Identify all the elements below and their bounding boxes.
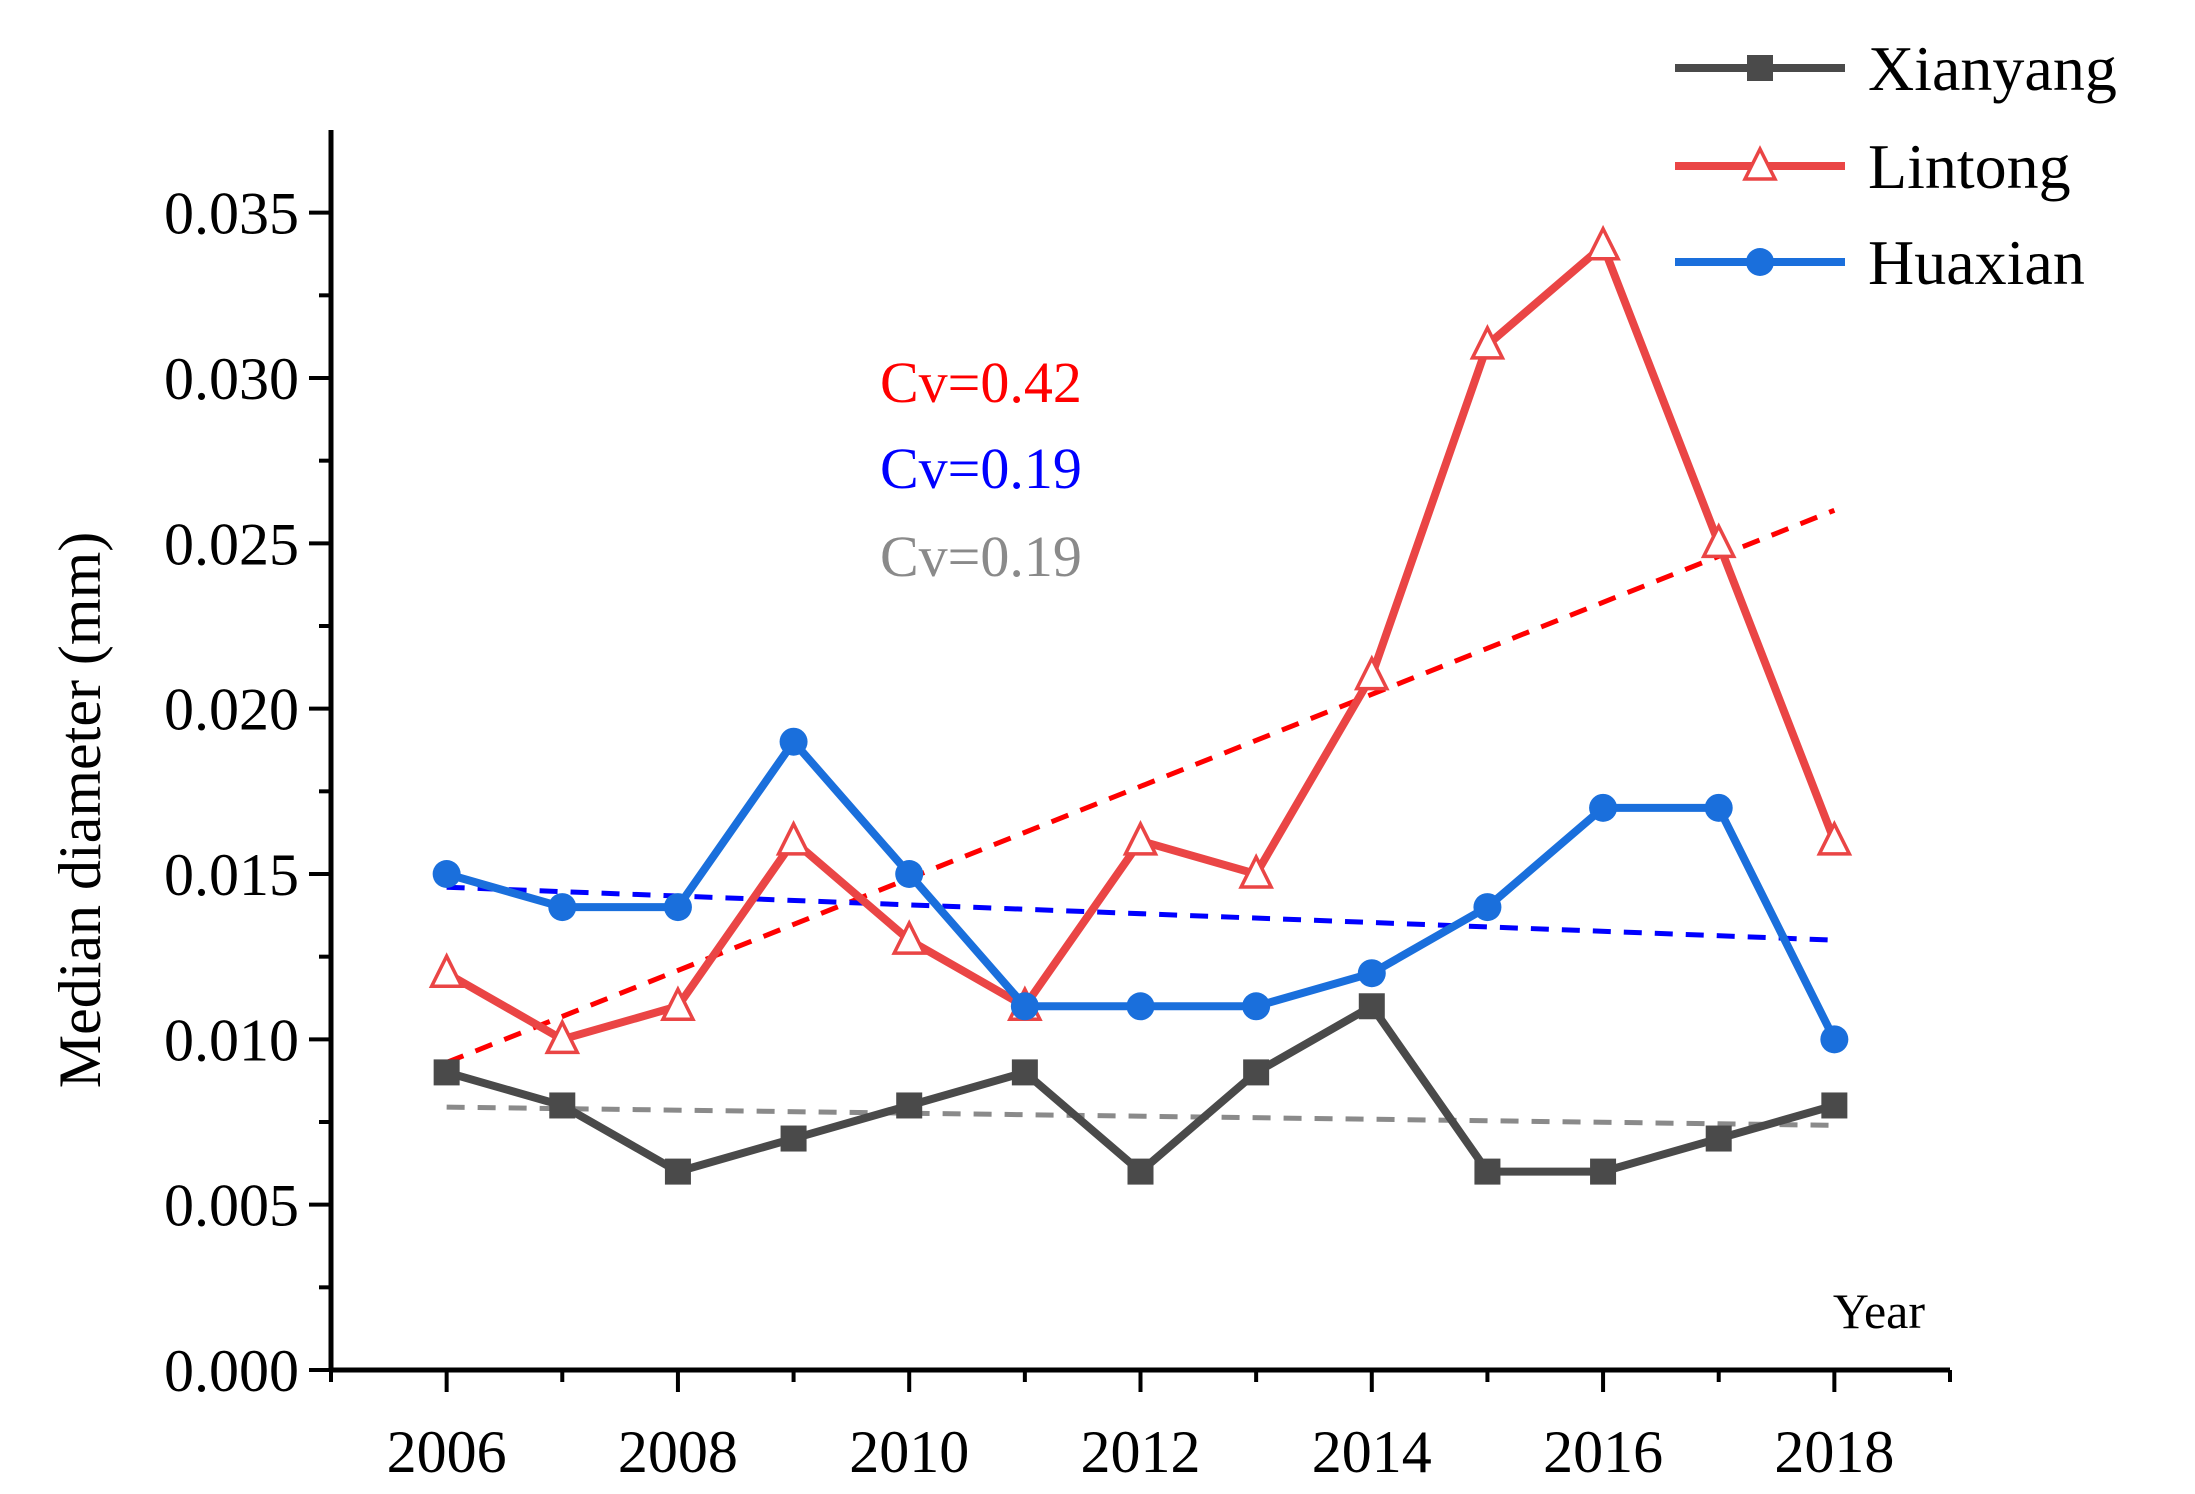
y-tick-label: 0.010 [164, 1007, 299, 1073]
cv-annotation: Cv=0.19 [880, 524, 1082, 589]
x-tick-label: 2018 [1774, 1419, 1894, 1485]
cv-annotation: Cv=0.42 [880, 350, 1082, 415]
data-point-xianyang [780, 1125, 807, 1152]
series-line-lintong [442, 241, 1839, 1044]
data-point-huaxian [663, 893, 692, 922]
data-point-xianyang [664, 1158, 691, 1185]
y-tick-label: 0.005 [164, 1173, 299, 1239]
trendline-lintong [445, 507, 1836, 1065]
data-point-xianyang [1243, 1059, 1270, 1086]
legend-label-xianyang: Xianyang [1868, 33, 2117, 104]
x-tick-label: 2012 [1081, 1419, 1201, 1485]
legend-label-lintong: Lintong [1868, 131, 2071, 202]
data-point-huaxian [1242, 992, 1271, 1021]
x-tick-label: 2016 [1543, 1419, 1663, 1485]
data-point-huaxian [1704, 793, 1733, 822]
series-xianyang [433, 993, 1848, 1185]
data-point-xianyang [1474, 1158, 1501, 1185]
data-point-xianyang [433, 1059, 460, 1086]
y-tick-label: 0.035 [164, 181, 299, 247]
x-axis-title: Year [1833, 1283, 1925, 1339]
data-point-huaxian [1126, 992, 1155, 1021]
x-tick-label: 2008 [618, 1419, 738, 1485]
y-tick-label: 0.020 [164, 677, 299, 743]
data-point-lintong [544, 1018, 581, 1055]
data-point-lintong [1353, 654, 1390, 691]
data-point-huaxian [548, 893, 577, 922]
data-point-lintong [775, 820, 812, 856]
data-point-huaxian [1010, 992, 1039, 1021]
series-huaxian [432, 727, 1849, 1054]
data-point-lintong [428, 952, 465, 988]
legend-marker-xianyang [1747, 55, 1773, 81]
y-tick-label: 0.000 [164, 1338, 299, 1404]
trendline-xianyang [446, 1104, 1835, 1128]
axes: 0.000 0.005 0.010 0.015 0.020 0.025 0.030 0.035… [47, 130, 1952, 1485]
legend-label-huaxian: Huaxian [1868, 227, 2085, 298]
x-tick-label: 2010 [849, 1419, 969, 1485]
x-tick-label: 2014 [1312, 1419, 1432, 1485]
data-point-lintong [1122, 820, 1159, 856]
series-lintong [428, 224, 1853, 1055]
series-lines [428, 224, 1853, 1185]
legend-marker-huaxian [1746, 248, 1774, 276]
data-point-huaxian [432, 860, 461, 888]
data-point-xianyang [1705, 1125, 1732, 1152]
trendline-huaxian [446, 884, 1835, 943]
data-point-lintong [1238, 853, 1274, 889]
data-point-lintong [1700, 522, 1737, 559]
legend: Xianyang Lintong Huaxian [1675, 33, 2117, 298]
y-tick-label: 0.030 [164, 346, 299, 412]
data-point-huaxian [1357, 959, 1386, 988]
cv-annotation: Cv=0.19 [880, 436, 1082, 501]
data-point-xianyang [1358, 993, 1385, 1020]
data-point-lintong [891, 919, 928, 955]
data-point-huaxian [895, 860, 924, 888]
trendlines [445, 507, 1836, 1128]
data-point-xianyang [1011, 1059, 1038, 1086]
data-point-xianyang [549, 1092, 576, 1119]
y-tick-label: 0.015 [164, 842, 299, 908]
data-point-lintong [1469, 324, 1506, 360]
data-point-xianyang [1590, 1158, 1617, 1185]
data-point-huaxian [1820, 1025, 1849, 1054]
data-point-huaxian [779, 727, 808, 756]
series-line-xianyang [442, 1002, 1839, 1176]
y-axis-title: Median diameter (mm) [47, 532, 113, 1088]
data-point-lintong [1585, 224, 1621, 261]
y-tick-label: 0.025 [164, 511, 299, 577]
data-point-lintong [660, 985, 696, 1022]
data-point-huaxian [1589, 793, 1618, 822]
data-point-xianyang [896, 1092, 923, 1119]
data-point-huaxian [1473, 893, 1502, 922]
cv-annotations: Cv=0.42 Cv=0.19 Cv=0.19 [880, 350, 1082, 589]
x-tick-label: 2006 [387, 1419, 507, 1485]
data-point-xianyang [1821, 1092, 1848, 1119]
legend-marker-lintong [1742, 145, 1778, 181]
data-point-lintong [1816, 820, 1853, 856]
data-point-xianyang [1127, 1158, 1154, 1185]
